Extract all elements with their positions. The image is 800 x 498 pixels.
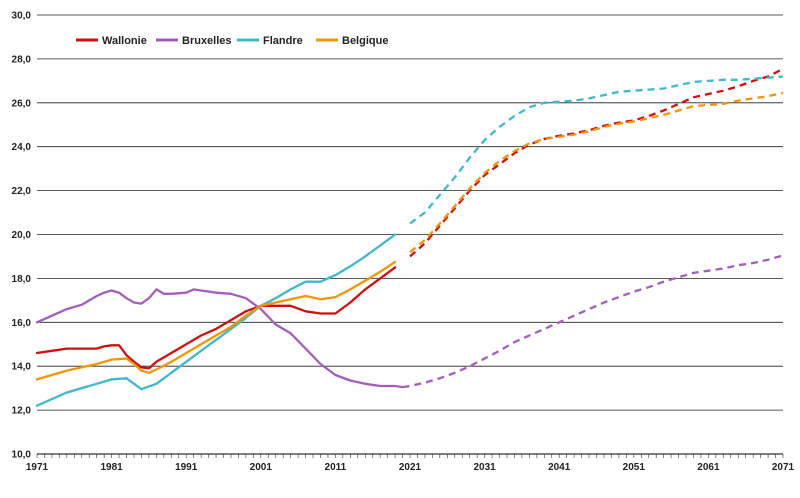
x-tick-label: 1981	[100, 462, 123, 473]
y-tick-label: 18,0	[12, 274, 32, 285]
x-tick-label: 2001	[250, 462, 273, 473]
x-tick-label: 1991	[175, 462, 198, 473]
x-axis: 1971 1981 1991 2001 2011 2021 2031 2041 2051 2061…	[26, 454, 795, 473]
y-tick-label: 24,0	[12, 142, 32, 153]
legend-label-bruxelles: Bruxelles	[182, 35, 232, 47]
x-tick-label: 2061	[697, 462, 720, 473]
belgique-projection-line	[409, 91, 784, 253]
legend-label-wallonie: Wallonie	[102, 35, 147, 47]
legend: Wallonie Bruxelles Flandre Belgique	[76, 35, 388, 47]
y-tick-label: 16,0	[12, 318, 32, 329]
x-tick-label: 2011	[325, 462, 347, 473]
x-tick-label: 2071	[772, 462, 795, 473]
x-tick-label: 2021	[399, 462, 422, 473]
belgique-series-line	[35, 260, 397, 381]
y-axis-ticks: 10,0 12,0 14,0 16,0 18,0 20,0 22,0 24,0 26,0 28,0…	[12, 11, 32, 461]
y-tick-label: 22,0	[12, 186, 32, 197]
series-lines	[35, 67, 784, 407]
wallonie-series-line	[35, 266, 397, 370]
y-tick-label: 20,0	[12, 230, 32, 241]
flandre-projection-line	[409, 75, 784, 225]
y-tick-label: 14,0	[12, 362, 32, 373]
y-tick-label: 28,0	[12, 54, 32, 65]
bruxelles-projection-line	[402, 254, 784, 389]
legend-label-flandre: Flandre	[263, 35, 303, 47]
y-tick-label: 30,0	[12, 11, 32, 22]
x-tick-label: 2041	[548, 462, 571, 473]
grid-lines	[37, 14, 783, 455]
x-tick-label: 1971	[26, 462, 49, 473]
flandre-series-line	[35, 233, 397, 407]
x-tick-label: 2051	[623, 462, 646, 473]
x-tick-label: 2031	[473, 462, 496, 473]
wallonie-projection-line	[409, 67, 784, 258]
legend-label-belgique: Belgique	[342, 35, 388, 47]
y-tick-label: 26,0	[12, 98, 32, 109]
bruxelles-series-line	[35, 288, 404, 389]
y-tick-label: 12,0	[12, 406, 32, 417]
y-tick-label: 10,0	[12, 450, 32, 461]
